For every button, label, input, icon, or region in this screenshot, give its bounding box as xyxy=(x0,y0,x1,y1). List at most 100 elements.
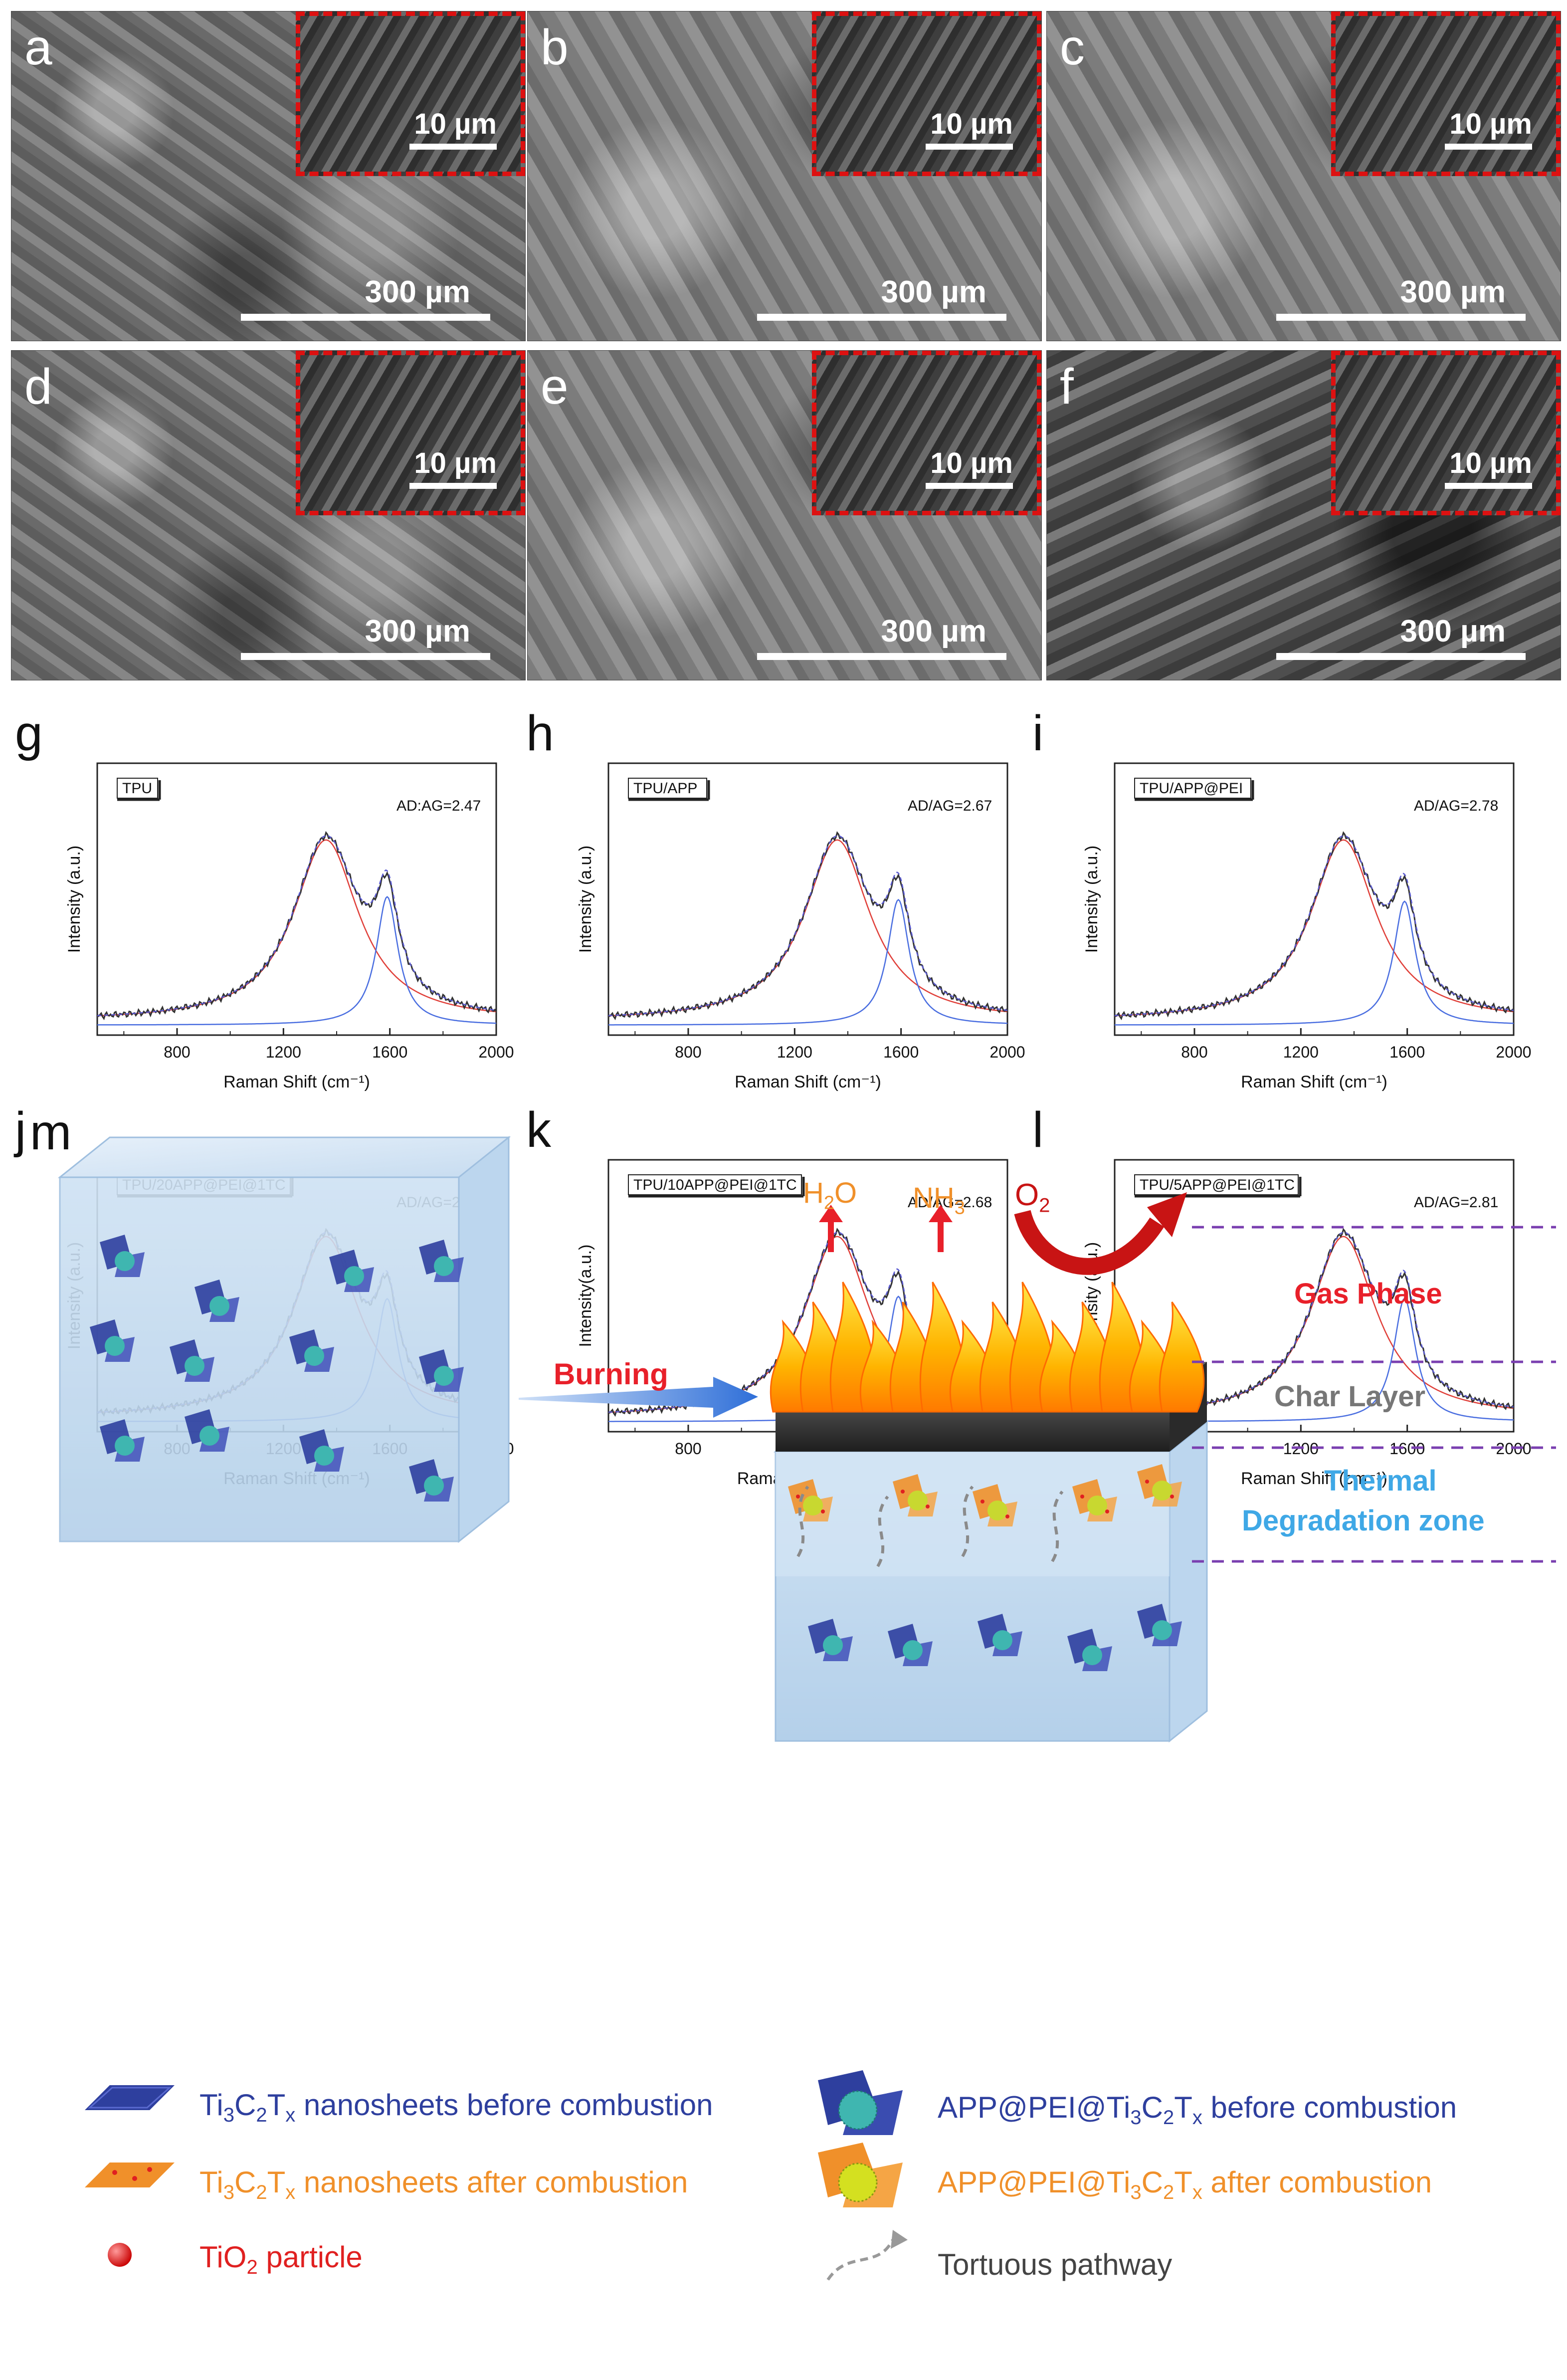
ad-ag-ratio-label: AD/AG=2.78 xyxy=(1414,798,1498,814)
app-pei-before-icon xyxy=(818,2070,903,2135)
legend-tio2-text: TiO2 particle xyxy=(199,2240,363,2278)
sem-panel-b: 10 µm b 300 µm xyxy=(527,11,1042,341)
cumulative-fit-curve xyxy=(97,835,496,1017)
g-band-fit-curve xyxy=(97,895,496,1026)
x-axis-label: Raman Shift (cm⁻¹) xyxy=(735,1073,881,1091)
inset-scale-bar xyxy=(1445,483,1532,489)
inset-scale-label: 10 µm xyxy=(414,108,497,140)
ad-ag-ratio-label: AD/AG=2.81 xyxy=(1414,1194,1498,1211)
inset-scale-bar xyxy=(926,483,1013,489)
cumulative-fit-curve xyxy=(608,835,1007,1017)
panel-letter-a: a xyxy=(24,19,52,75)
d-band-fit-curve xyxy=(1115,839,1514,1017)
x-tick-label: 2000 xyxy=(989,1043,1025,1061)
main-scale-bar xyxy=(1276,653,1526,660)
panel-letter-f: f xyxy=(1060,359,1074,415)
panel-letter-k: k xyxy=(526,1102,551,1158)
measured-spectrum xyxy=(1115,831,1514,1021)
x-tick-label: 1200 xyxy=(266,1043,301,1061)
sem-inset-e: 10 µm xyxy=(812,351,1041,515)
x-tick-label: 1600 xyxy=(1389,1043,1425,1061)
legend-orange-nanosheet-text: Ti3C2Tx nanosheets after combustion xyxy=(199,2165,688,2203)
app-pei-particle xyxy=(808,1619,853,1661)
raman-plot-h: TPU/APP AD/AG=2.67 800 1200 1600 2000 Raman Sh… xyxy=(576,762,1025,1091)
measured-spectrum xyxy=(608,831,1007,1021)
main-scale-label: 300 µm xyxy=(1400,614,1506,649)
gas-release-arrows xyxy=(819,1192,1187,1275)
flames xyxy=(770,1282,1205,1413)
cumulative-fit-curve xyxy=(1115,835,1514,1017)
panel-letter-b: b xyxy=(541,19,569,75)
y-axis-label: Intensity(a.u.) xyxy=(576,1245,595,1347)
gas-o2-label: O2 xyxy=(1015,1178,1050,1217)
main-scale-bar xyxy=(757,653,1006,660)
app-pei-particle xyxy=(299,1429,344,1472)
sample-label-box: TPU/5APP@PEI@1TC xyxy=(1134,1174,1302,1198)
main-scale-bar xyxy=(757,314,1006,321)
measured-spectrum xyxy=(97,831,496,1021)
legend-tortuous-text: Tortuous pathway xyxy=(938,2248,1173,2281)
inset-scale-bar xyxy=(926,144,1013,150)
main-scale-label: 300 µm xyxy=(881,614,986,649)
raman-panel-h: h TPU/APP AD/AG=2.67 800 1200 1600 2000 Raman S… xyxy=(526,708,1040,1147)
tortuous-path-icon xyxy=(826,2230,908,2281)
sample-name: TPU xyxy=(122,780,152,797)
burning-composite-block xyxy=(770,1282,1209,1743)
burning-arrow xyxy=(519,1377,758,1418)
panel-letter-j: j xyxy=(15,1102,26,1158)
zone-degradation-label: Degradation zone xyxy=(1242,1505,1485,1537)
app-pei-particle xyxy=(90,1319,135,1362)
plot-frame xyxy=(96,762,497,1036)
app-pei-particle-after xyxy=(1137,1464,1182,1507)
app-pei-particle xyxy=(329,1250,374,1292)
raman-panel-i: i TPU/APP@PEI AD/AG=2.78 800 1200 1600 2000 Ram… xyxy=(1032,708,1546,1147)
plot-frame xyxy=(607,762,1008,1036)
main-scale-label: 300 µm xyxy=(1400,275,1506,309)
app-pei-particle-after xyxy=(973,1484,1017,1526)
inset-scale-label: 10 µm xyxy=(1449,108,1532,140)
schematic-panel: m xyxy=(0,1063,1567,2380)
inset-scale-label: 10 µm xyxy=(414,447,497,479)
x-tick-label: 2000 xyxy=(1496,1043,1531,1061)
app-pei-particle xyxy=(100,1235,145,1277)
sample-name: TPU/APP@PEI xyxy=(1140,780,1243,797)
inset-scale-bar xyxy=(1445,144,1532,150)
ad-ag-ratio-label: AD/AG=2.68 xyxy=(908,1194,992,1211)
sample-label-box: TPU/APP@PEI xyxy=(1134,778,1254,801)
orange-nanosheet-icon xyxy=(85,2163,175,2187)
schematic-illustration xyxy=(57,1135,1556,1743)
gas-nh3-label: NH3 xyxy=(913,1182,965,1219)
sem-panel-f: 10 µm f 300 µm xyxy=(1046,350,1561,680)
panel-letter-i: i xyxy=(1032,705,1044,761)
inset-scale-label: 10 µm xyxy=(930,108,1013,140)
legend: Ti3C2Tx nanosheets before combustion Ti3… xyxy=(0,2070,1567,2380)
main-scale-label: 300 µm xyxy=(881,275,986,309)
sem-inset-b: 10 µm xyxy=(812,11,1041,176)
x-axis-label: Raman Shift (cm⁻¹) xyxy=(1241,1469,1387,1488)
burning-label: Burning xyxy=(554,1357,668,1391)
app-pei-particle xyxy=(100,1419,145,1462)
inset-scale-bar xyxy=(409,483,497,489)
raman-plot-i: TPU/APP@PEI AD/AG=2.78 800 1200 1600 2000 Rama… xyxy=(1082,762,1532,1091)
legend-app-before-text: APP@PEI@Ti3C2Tx before combustion xyxy=(938,2091,1457,2129)
main-scale-bar xyxy=(241,314,490,321)
plot-frame xyxy=(1114,762,1515,1036)
panel-letter-h: h xyxy=(526,705,554,761)
x-tick-label: 800 xyxy=(1181,1043,1207,1061)
app-pei-particle xyxy=(419,1240,464,1282)
app-pei-particle xyxy=(195,1280,239,1322)
app-pei-particle xyxy=(170,1339,214,1382)
d-band-fit-curve xyxy=(608,839,1007,1017)
sem-inset-d: 10 µm xyxy=(296,351,525,515)
y-axis-label: Intensity (a.u.) xyxy=(1082,846,1101,953)
app-pei-particle xyxy=(419,1349,464,1392)
x-axis-label: Raman Shift (cm⁻¹) xyxy=(1241,1073,1387,1091)
inset-scale-label: 10 µm xyxy=(1449,447,1532,479)
ad-ag-ratio-label: AD:AG=2.47 xyxy=(396,798,481,814)
panel-letter-d: d xyxy=(24,359,52,415)
app-pei-particle-after xyxy=(788,1479,833,1521)
app-pei-particle xyxy=(888,1624,933,1666)
sem-panel-e: 10 µm e 300 µm xyxy=(527,350,1042,680)
sem-panel-a: 10 µm a 300 µm xyxy=(11,11,526,341)
inset-scale-bar xyxy=(409,144,497,150)
